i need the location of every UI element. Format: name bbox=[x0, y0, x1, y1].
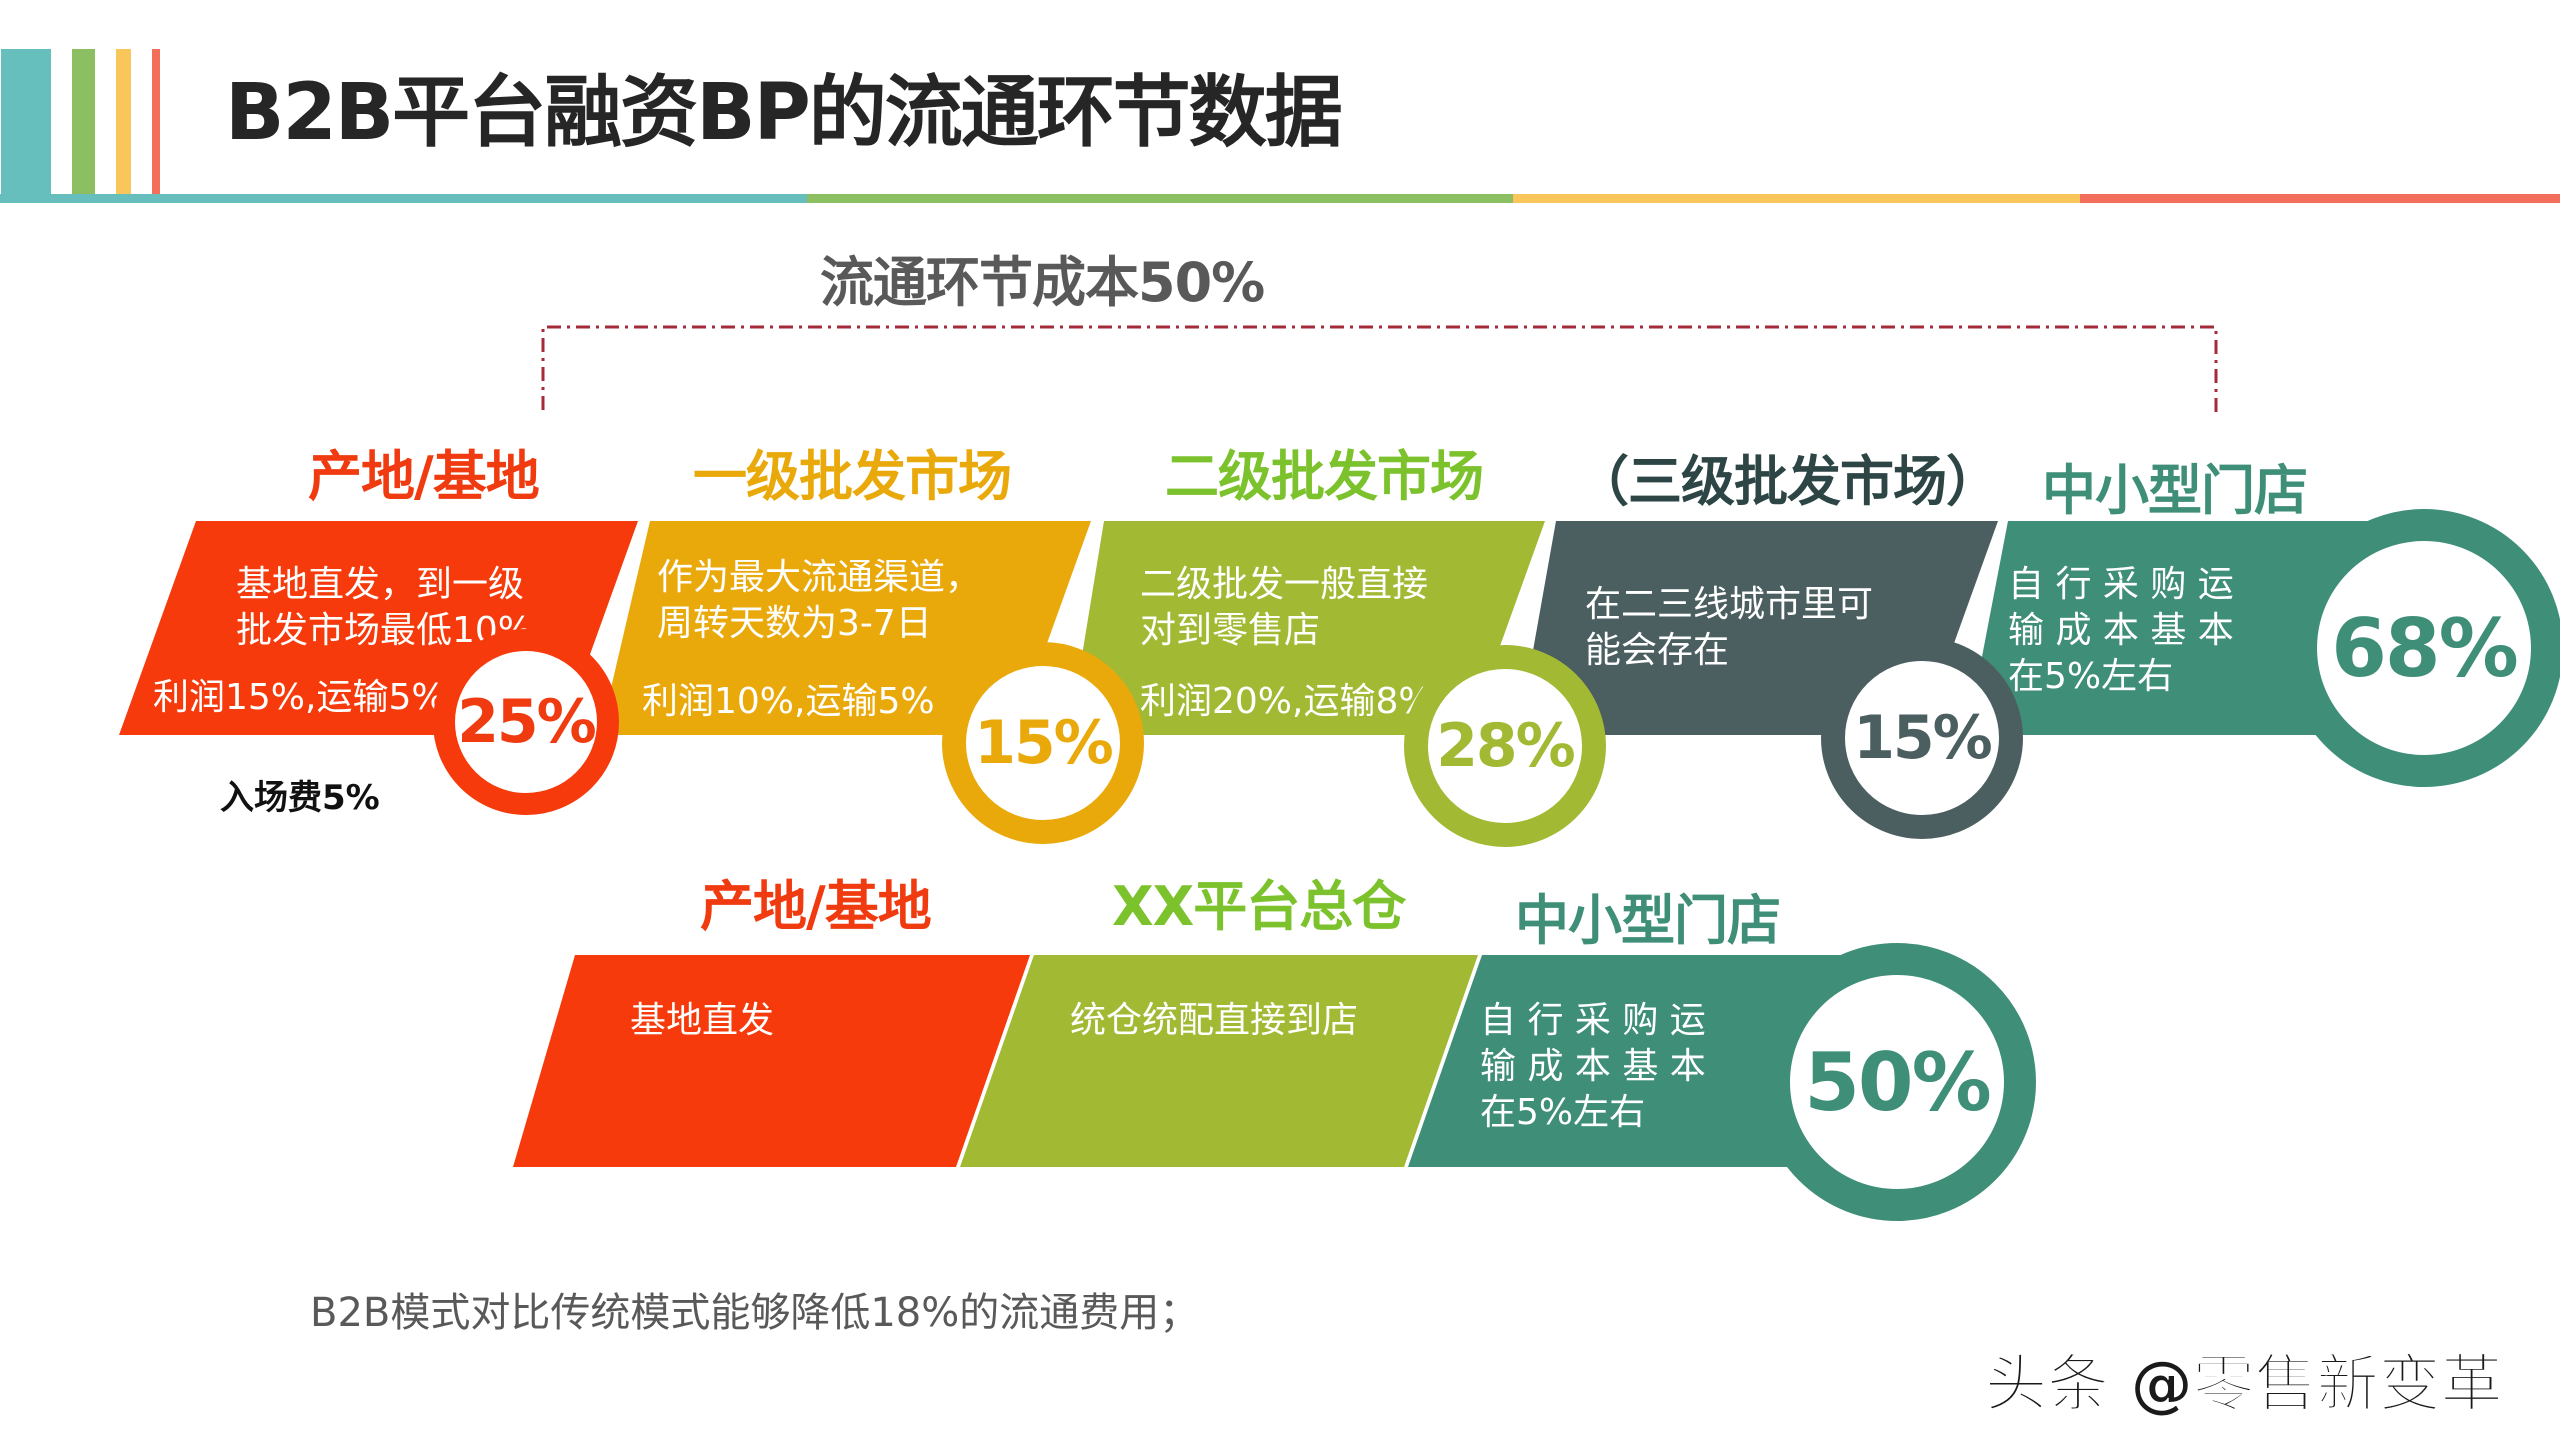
percent-value: 25% bbox=[457, 687, 597, 757]
percent-value: 68% bbox=[2331, 601, 2518, 695]
header-underline-teal bbox=[0, 194, 807, 203]
percent-value: 15% bbox=[974, 708, 1114, 778]
percent-value: 28% bbox=[1436, 711, 1576, 781]
percent-circle-wholesale3: 15% bbox=[1821, 637, 2023, 839]
card-line: 能会存在 bbox=[1585, 630, 1730, 671]
entry-fee-note: 入场费5% bbox=[220, 778, 380, 818]
percent-circle-wholesale1: 15% bbox=[942, 642, 1144, 844]
card-text-wholesale2: 二级批发一般直接 对到零售店 bbox=[1140, 562, 1428, 654]
b2b-stage-label-origin: 产地/基地 bbox=[700, 875, 932, 938]
card-line: 自 行 采 购 运 bbox=[2008, 564, 2234, 605]
stage-label-wholesale2: 二级批发市场 bbox=[1165, 445, 1484, 508]
card-text-origin: 基地直发，到一级 批发市场最低10%， bbox=[236, 562, 568, 654]
card-text-wholesale3: 在二三线城市里可 能会存在 bbox=[1585, 582, 1873, 674]
percent-circle-wholesale2: 28% bbox=[1404, 645, 1606, 847]
card-line: 周转天数为3-7日 bbox=[657, 603, 932, 644]
b2b-card-shape-origin bbox=[513, 955, 1030, 1167]
card-sub-origin: 利润15%,运输5% bbox=[153, 677, 446, 718]
bracket-label: 流通环节成本50% bbox=[820, 251, 1265, 314]
b2b-card-shape-warehouse bbox=[960, 955, 1478, 1167]
b2b-percent-circle-store: 50% bbox=[1758, 943, 2036, 1221]
percent-circle-store: 68% bbox=[2285, 509, 2560, 787]
b2b-stage-label-warehouse: XX平台总仓 bbox=[1112, 875, 1406, 938]
b2b-card-text-warehouse: 统仓统配直接到店 bbox=[1070, 1000, 1359, 1041]
header-underline-red bbox=[2080, 194, 2560, 203]
footer-note: B2B模式对比传统模式能够降低18%的流通费用； bbox=[310, 1290, 1200, 1336]
b2b-card-text-store: 自 行 采 购 运 输 成 本 基 本 在5%左右 bbox=[1480, 998, 1706, 1136]
accent-bar-teal bbox=[1, 49, 51, 203]
accent-bar-green bbox=[72, 49, 95, 203]
stage-label-origin: 产地/基地 bbox=[308, 445, 540, 508]
card-sub-wholesale1: 利润10%,运输5% bbox=[642, 681, 935, 722]
header-underline-yellow bbox=[1513, 194, 2080, 203]
watermark: 头条 @零售新变革 bbox=[1985, 1347, 2504, 1421]
card-line: 对到零售店 bbox=[1140, 610, 1321, 651]
b2b-stage-label-store: 中小型门店 bbox=[1515, 889, 1781, 952]
b2b-card-text-origin: 基地直发 bbox=[630, 1000, 775, 1041]
card-line: 输 成 本 基 本 bbox=[2008, 610, 2234, 651]
card-line: 基地直发，到一级 bbox=[236, 564, 525, 605]
card-line: 作为最大流通渠道， bbox=[657, 557, 982, 598]
card-line: 在二三线城市里可 bbox=[1585, 584, 1874, 625]
accent-bar-red bbox=[152, 49, 160, 203]
card-text-wholesale1: 作为最大流通渠道， 周转天数为3-7日 bbox=[657, 555, 981, 647]
accent-bar-yellow bbox=[116, 49, 131, 203]
percent-value: 15% bbox=[1853, 703, 1993, 773]
card-sub-wholesale2: 利润20%,运输8% bbox=[1140, 681, 1433, 722]
card-line: 自 行 采 购 运 bbox=[1480, 1000, 1706, 1041]
page-title: B2B平台融资BP的流通环节数据 bbox=[225, 68, 1343, 158]
header-underline-green bbox=[807, 194, 1513, 203]
card-line: 输 成 本 基 本 bbox=[1480, 1046, 1706, 1087]
card-line: 二级批发一般直接 bbox=[1140, 564, 1429, 605]
stage-label-store: 中小型门店 bbox=[2042, 459, 2308, 522]
card-text-store: 自 行 采 购 运 输 成 本 基 本 在5%左右 bbox=[2008, 562, 2234, 700]
stage-label-wholesale1: 一级批发市场 bbox=[693, 445, 1012, 508]
card-line: 在5%左右 bbox=[2008, 656, 2174, 697]
bracket-line bbox=[541, 325, 2218, 415]
percent-circle-origin: 25% bbox=[433, 629, 619, 815]
card-line: 在5%左右 bbox=[1480, 1092, 1646, 1133]
percent-value: 50% bbox=[1804, 1035, 1991, 1129]
stage-label-wholesale3: （三级批发市场） bbox=[1575, 450, 2000, 513]
